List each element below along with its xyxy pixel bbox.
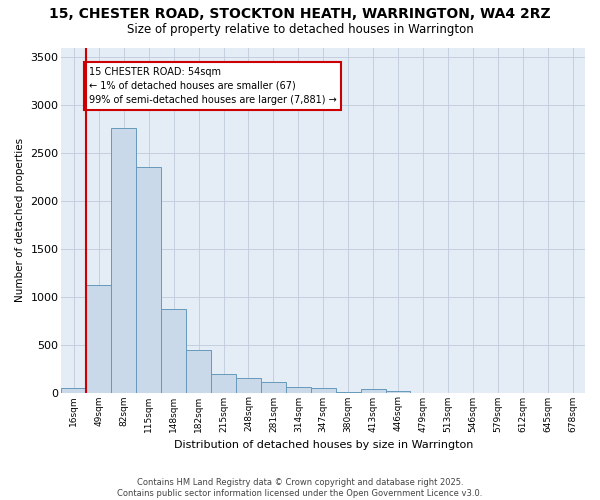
Text: 15, CHESTER ROAD, STOCKTON HEATH, WARRINGTON, WA4 2RZ: 15, CHESTER ROAD, STOCKTON HEATH, WARRIN…	[49, 8, 551, 22]
Bar	[86, 285, 112, 393]
Bar	[311, 388, 335, 392]
Text: Size of property relative to detached houses in Warrington: Size of property relative to detached ho…	[127, 22, 473, 36]
Text: 15 CHESTER ROAD: 54sqm
← 1% of detached houses are smaller (67)
99% of semi-deta: 15 CHESTER ROAD: 54sqm ← 1% of detached …	[89, 66, 337, 104]
Bar	[186, 350, 211, 393]
Bar	[161, 309, 186, 392]
Bar	[61, 388, 86, 392]
Bar	[236, 378, 261, 392]
Bar	[112, 128, 136, 392]
Bar	[136, 168, 161, 392]
Y-axis label: Number of detached properties: Number of detached properties	[15, 138, 25, 302]
Bar	[286, 387, 311, 392]
Bar	[211, 374, 236, 392]
Bar	[361, 388, 386, 392]
Bar	[386, 391, 410, 392]
Text: Contains HM Land Registry data © Crown copyright and database right 2025.
Contai: Contains HM Land Registry data © Crown c…	[118, 478, 482, 498]
X-axis label: Distribution of detached houses by size in Warrington: Distribution of detached houses by size …	[173, 440, 473, 450]
Bar	[261, 382, 286, 392]
